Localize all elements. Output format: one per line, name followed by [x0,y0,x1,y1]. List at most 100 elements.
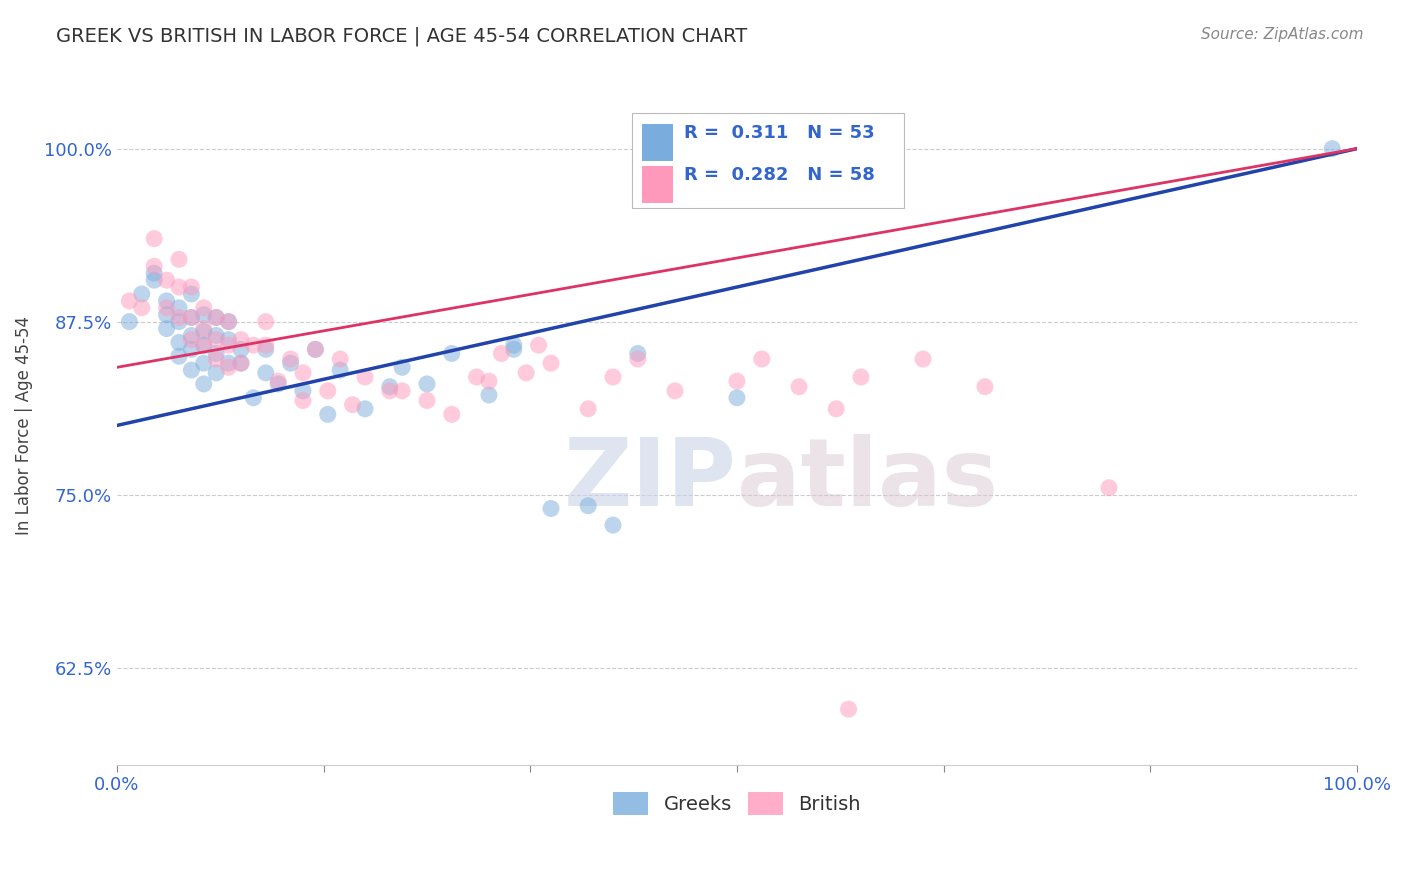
Point [143,260,166,274]
Point [143,231,166,245]
Point [825,401,848,416]
Point [267,374,290,388]
Point [155,293,177,308]
Point [143,266,166,280]
Point [602,518,624,533]
Point [974,380,997,394]
Point [664,384,686,398]
Point [329,363,352,377]
Point [218,338,240,352]
Point [193,324,215,338]
Point [155,308,177,322]
Point [193,376,215,391]
Point [205,328,228,343]
Point [1098,481,1121,495]
Point [193,321,215,335]
Point [627,351,650,366]
Point [180,310,202,325]
Point [329,351,352,366]
Point [143,273,166,287]
Point [911,351,934,366]
Text: Source: ZipAtlas.com: Source: ZipAtlas.com [1201,27,1364,42]
Point [205,366,228,380]
Point [391,360,413,375]
Point [180,333,202,347]
Point [291,393,314,408]
Point [291,384,314,398]
Point [155,273,177,287]
Point [304,343,326,357]
Point [193,308,215,322]
Point [849,370,872,384]
Point [354,370,377,384]
Point [242,391,264,405]
Point [440,346,463,360]
Bar [641,166,672,203]
Point [416,393,439,408]
Point [218,333,240,347]
Point [155,321,177,335]
Text: R =  0.282   N = 58: R = 0.282 N = 58 [683,166,875,184]
Point [167,315,190,329]
Point [316,384,339,398]
Point [304,343,326,357]
Point [167,310,190,325]
Point [229,333,252,347]
Point [254,366,277,380]
Point [180,343,202,357]
Point [527,338,550,352]
Point [254,315,277,329]
Point [131,301,153,315]
Point [218,315,240,329]
Point [627,346,650,360]
Point [502,338,524,352]
Point [465,370,488,384]
Point [229,343,252,357]
Point [478,374,501,388]
Point [354,401,377,416]
Point [502,343,524,357]
Point [491,346,513,360]
Text: R =  0.311   N = 53: R = 0.311 N = 53 [683,124,875,142]
Text: GREEK VS BRITISH IN LABOR FORCE | AGE 45-54 CORRELATION CHART: GREEK VS BRITISH IN LABOR FORCE | AGE 45… [56,27,748,46]
Point [205,346,228,360]
Point [180,363,202,377]
Point [180,328,202,343]
Point [180,287,202,301]
FancyBboxPatch shape [631,113,904,209]
Point [751,351,773,366]
Point [267,376,290,391]
Point [725,391,748,405]
Point [205,310,228,325]
Point [205,351,228,366]
Point [205,310,228,325]
Point [193,338,215,352]
Point [131,287,153,301]
Point [838,702,860,716]
Point [193,338,215,352]
Point [118,315,141,329]
Y-axis label: In Labor Force | Age 45-54: In Labor Force | Age 45-54 [15,316,32,535]
Point [155,301,177,315]
Point [725,374,748,388]
Point [378,384,401,398]
Point [167,280,190,294]
Point [280,356,302,370]
Point [180,280,202,294]
Legend: Greeks, British: Greeks, British [606,785,869,822]
Point [576,401,599,416]
Point [378,380,401,394]
Point [118,293,141,308]
Point [229,356,252,370]
Text: ZIP: ZIP [564,434,737,525]
Point [229,356,252,370]
Point [291,366,314,380]
Point [602,370,624,384]
Point [167,335,190,350]
Point [193,301,215,315]
Point [440,408,463,422]
Point [576,499,599,513]
Point [515,366,537,380]
Point [167,349,190,363]
Point [218,360,240,375]
